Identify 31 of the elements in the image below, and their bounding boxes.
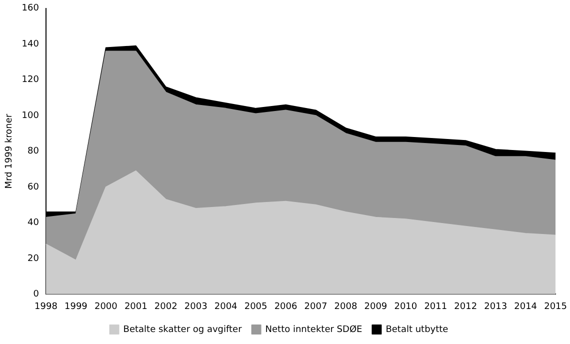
x-tick-label: 2013 xyxy=(484,302,508,312)
x-tick-label: 2001 xyxy=(124,302,148,312)
x-tick-label: 2000 xyxy=(94,302,118,312)
x-tick-label: 2015 xyxy=(544,302,567,312)
y-tick-label: 20 xyxy=(28,254,40,264)
x-tick-label: 2014 xyxy=(514,302,538,312)
x-tick-label: 2008 xyxy=(334,302,358,312)
x-tick-label: 2002 xyxy=(154,302,178,312)
x-tick-label: 2005 xyxy=(244,302,268,312)
x-tick-label: 1998 xyxy=(34,302,58,312)
y-tick-label: 100 xyxy=(22,110,40,121)
x-tick-label: 2011 xyxy=(424,302,448,312)
x-tick-label: 2010 xyxy=(394,302,418,312)
y-tick-label: 120 xyxy=(22,75,40,86)
y-tick-label: 160 xyxy=(22,4,40,14)
x-tick-label: 2004 xyxy=(214,302,238,312)
y-tick-label: 140 xyxy=(22,39,40,50)
x-tick-label: 2006 xyxy=(274,302,298,312)
x-tick-label: 2003 xyxy=(184,302,208,312)
y-tick-label: 80 xyxy=(28,146,40,157)
y-axis-title: Mrd 1999 kroner xyxy=(4,114,15,189)
legend-label: Netto inntekter SDØE xyxy=(265,324,363,335)
y-tick-label: 40 xyxy=(28,218,40,228)
legend-label: Betalt utbytte xyxy=(386,324,449,335)
x-tick-label: 2012 xyxy=(454,302,478,312)
legend-label: Betalte skatter og avgifter xyxy=(123,324,242,335)
y-tick-label: 60 xyxy=(28,182,40,192)
y-tick-label: 0 xyxy=(33,290,40,300)
x-tick-label: 2009 xyxy=(364,302,388,312)
x-tick-label: 2007 xyxy=(304,302,328,312)
x-tick-label: 1999 xyxy=(64,302,88,312)
